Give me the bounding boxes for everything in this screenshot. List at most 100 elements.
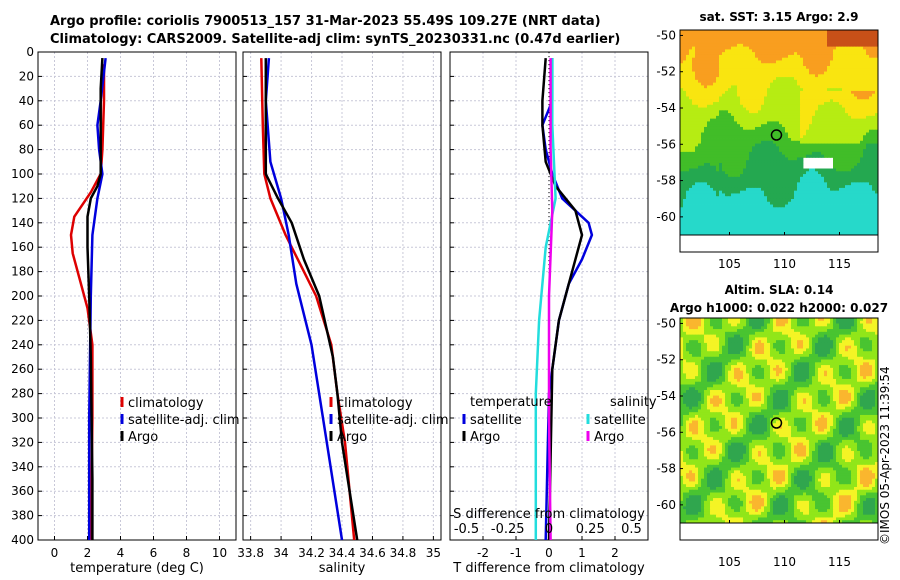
map-cell (797, 168, 801, 172)
map-cell (719, 193, 723, 197)
map-cell (707, 185, 711, 189)
map-cell (785, 107, 789, 111)
map-cell (725, 71, 729, 75)
map-cell (752, 110, 756, 114)
map-cell (827, 215, 831, 219)
map-cell (866, 71, 870, 75)
map-cell (800, 52, 804, 56)
map-cell (710, 190, 714, 194)
map-cell (788, 132, 792, 136)
map-cell (839, 165, 843, 169)
map-cell (719, 129, 723, 133)
map-cell (767, 82, 771, 86)
map-cell (845, 49, 849, 53)
map-cell (875, 110, 878, 114)
map-cell (803, 226, 807, 230)
map-cell (683, 113, 687, 117)
map-cell (680, 77, 684, 81)
map-cell (875, 176, 878, 180)
map-cell (758, 223, 762, 228)
map-cell (857, 113, 861, 117)
map-cell (752, 212, 756, 217)
map-cell (827, 174, 831, 178)
map-cell (794, 185, 798, 189)
map-cell (788, 162, 792, 167)
map-cell (737, 138, 741, 142)
map-cell (788, 182, 792, 186)
map-cell (749, 66, 753, 70)
map-cell (857, 207, 861, 211)
map-cell (845, 140, 849, 144)
map-cell (818, 77, 822, 81)
map-cell (716, 149, 720, 153)
map-cell (869, 43, 873, 48)
map-cell (680, 71, 684, 75)
map-cell (773, 88, 777, 92)
map-cell (722, 110, 726, 114)
map-cell (854, 193, 858, 197)
map-cell (785, 146, 789, 150)
map-cell (821, 46, 825, 50)
map-cell (779, 204, 783, 208)
map-cell (818, 149, 822, 153)
map-cell (848, 85, 852, 89)
map-cell (857, 41, 861, 45)
map-cell (773, 160, 777, 164)
map-cell (701, 93, 705, 97)
map-cell (818, 52, 822, 56)
map-cell (791, 38, 795, 42)
map-cell (779, 79, 783, 84)
map-cell (746, 226, 750, 230)
map-cell (839, 151, 843, 156)
map-cell (818, 104, 822, 108)
map-cell (854, 77, 858, 81)
map-cell (689, 115, 693, 120)
map-cell (767, 154, 771, 158)
map-cell (743, 193, 747, 197)
map-cell (701, 46, 705, 50)
map-cell (815, 143, 819, 147)
map-cell (752, 121, 756, 125)
map-cell (842, 41, 846, 45)
map-cell (770, 149, 774, 153)
map-cell (821, 149, 825, 153)
map-cell (836, 201, 840, 205)
map-cell (872, 115, 876, 120)
map-cell (713, 113, 717, 117)
map-cell (704, 146, 708, 150)
map-cell (740, 88, 744, 92)
map-cell (713, 93, 717, 97)
map-cell (740, 30, 744, 34)
map-cell (680, 93, 684, 97)
map-cell (791, 85, 795, 89)
map-cell (827, 49, 831, 53)
map-cell (800, 207, 804, 211)
map-cell (758, 113, 762, 117)
map-cell (731, 79, 735, 84)
map-cell (701, 171, 705, 175)
map-cell (722, 193, 726, 197)
map-cell (713, 207, 717, 211)
map-cell (806, 154, 810, 158)
map-cell (821, 151, 825, 156)
map-cell (827, 140, 831, 144)
map-cell (839, 63, 843, 67)
map-cell (797, 218, 801, 222)
map-cell (680, 118, 684, 122)
map-cell (872, 140, 876, 144)
map-cell (794, 110, 798, 114)
map-cell (707, 118, 711, 122)
map-cell (779, 143, 783, 147)
map-cell (776, 223, 780, 228)
map-cell (698, 35, 702, 39)
map-cell (866, 96, 870, 100)
map-cell (803, 168, 807, 172)
map-cell (785, 126, 789, 131)
map-cell (806, 140, 810, 144)
map-cell (788, 212, 792, 217)
map-cell (683, 71, 687, 75)
map-cell (746, 140, 750, 144)
map-cell (818, 154, 822, 158)
map-cell (686, 88, 690, 92)
map-cell (866, 126, 870, 131)
